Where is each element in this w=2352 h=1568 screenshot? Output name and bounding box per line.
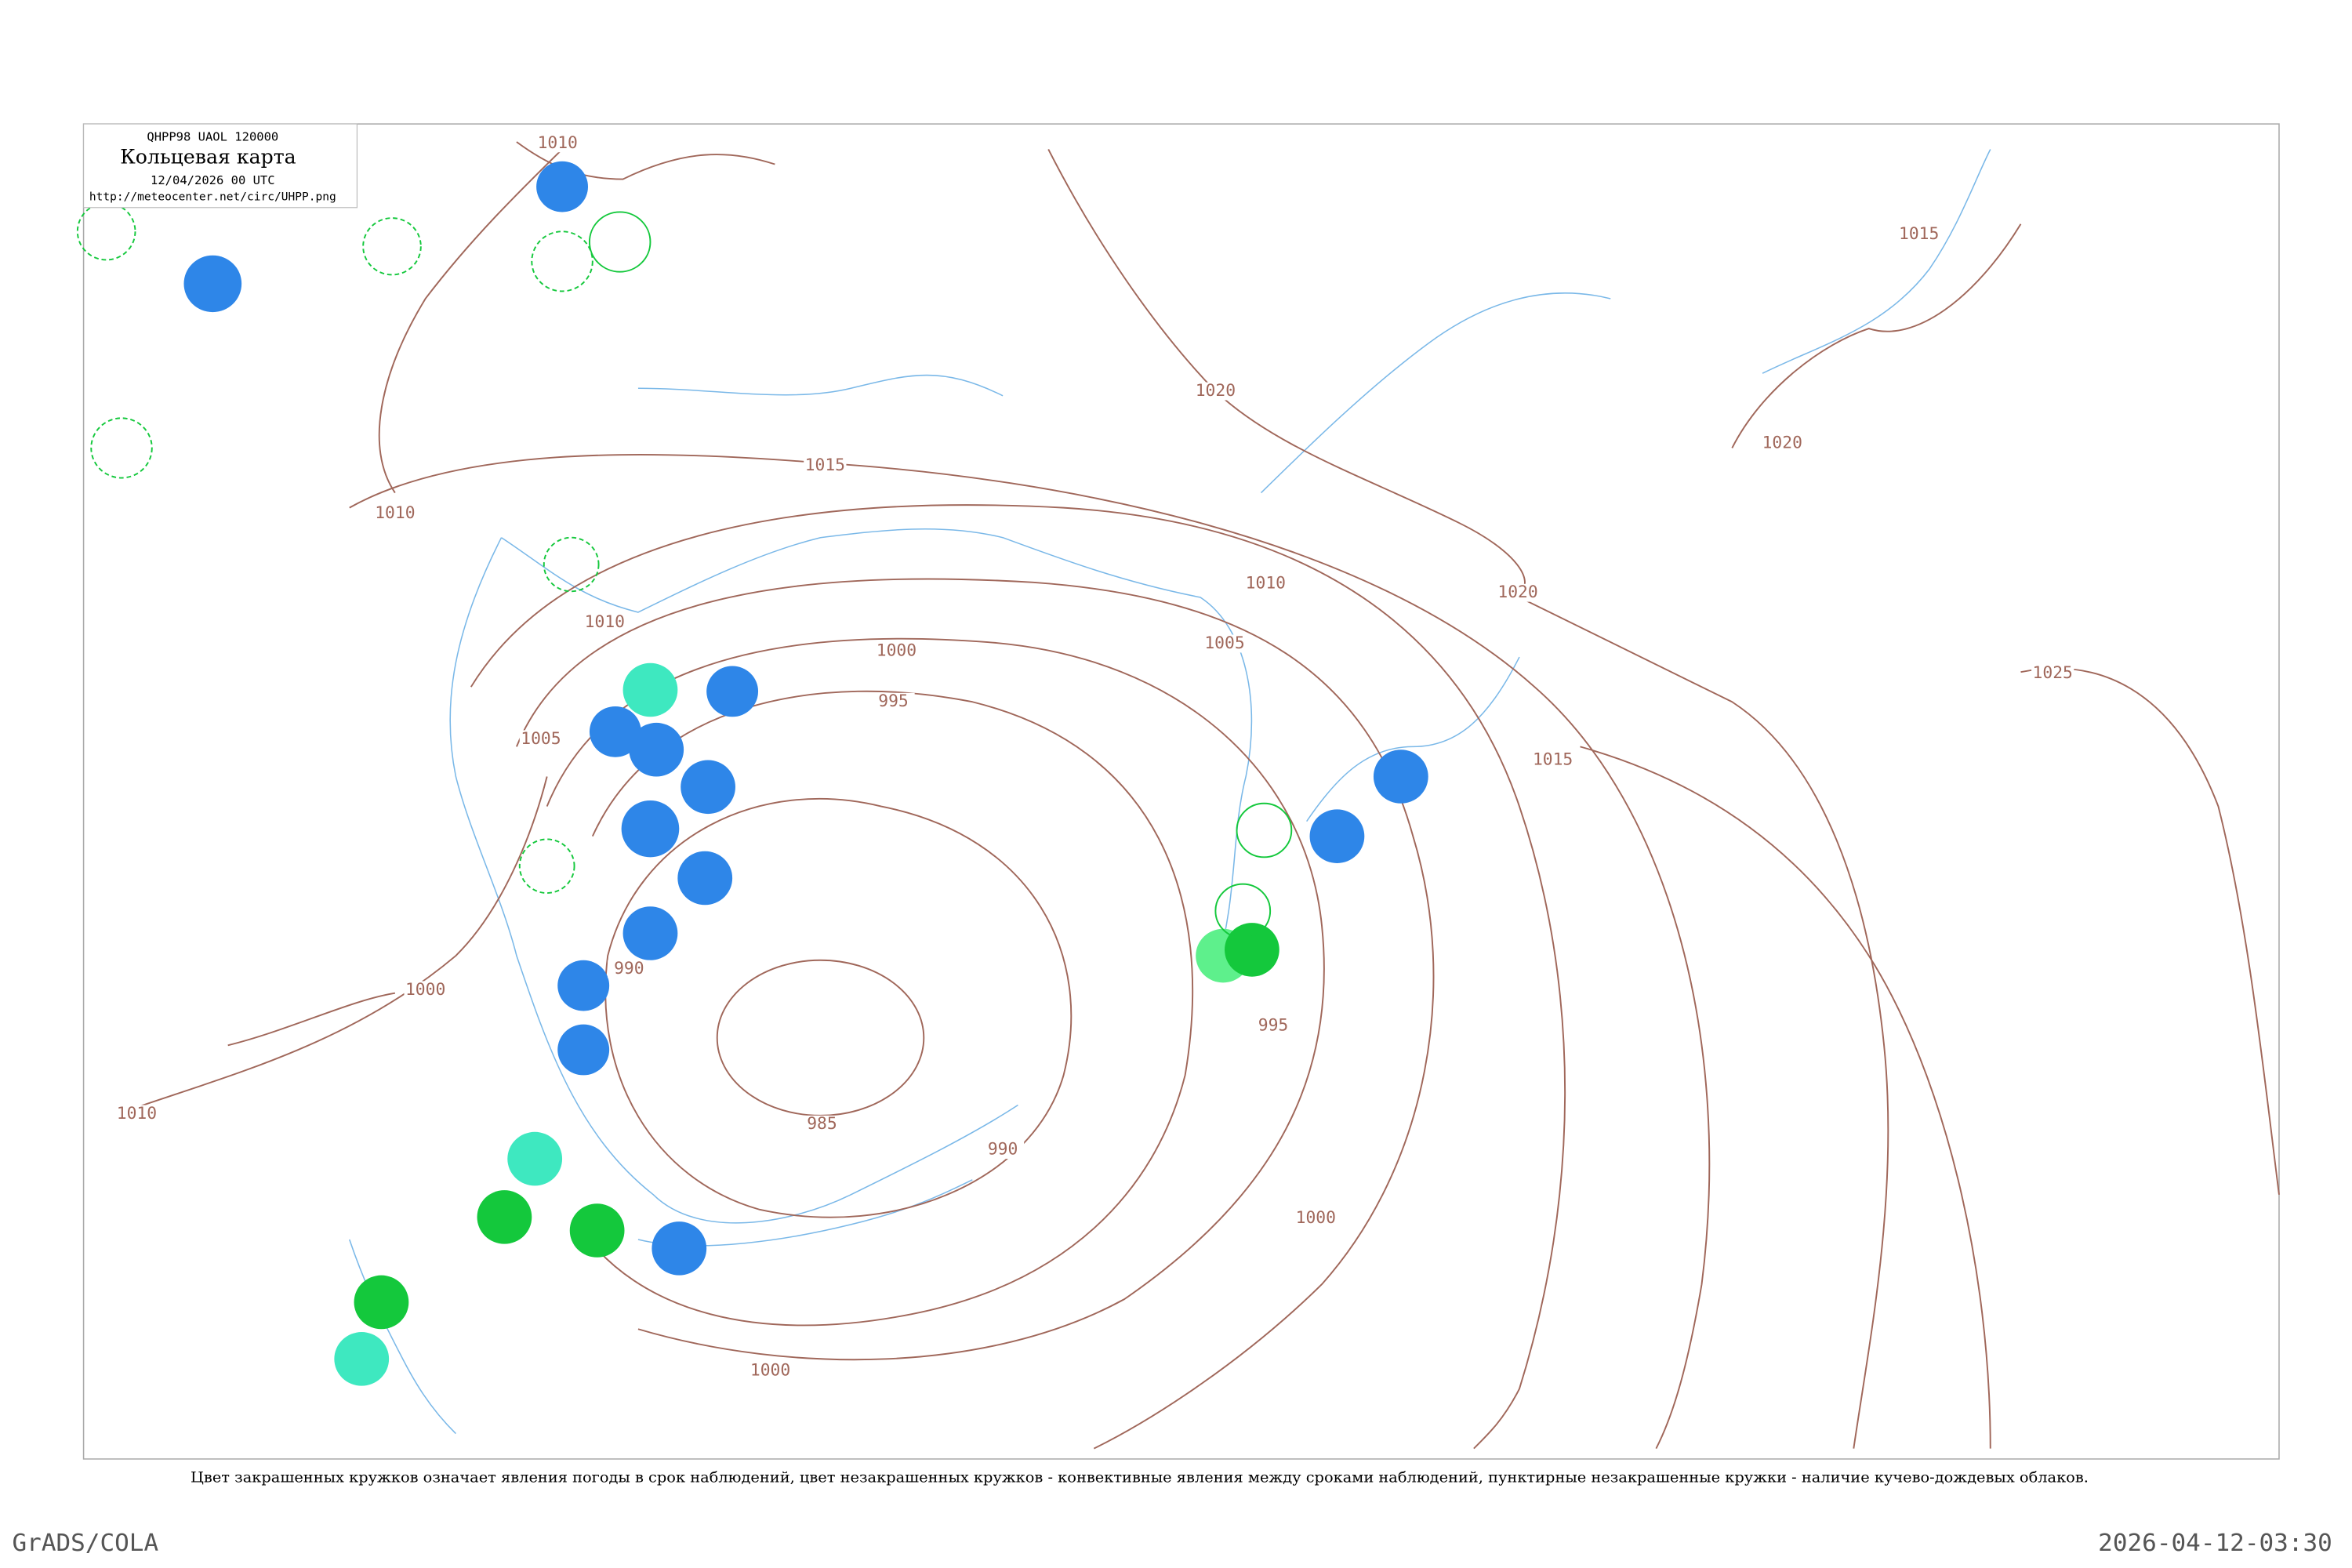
station-circles — [76, 161, 1428, 1386]
isobar-label-bg — [1761, 434, 1804, 453]
isobar-label: 1015 — [1899, 223, 1939, 243]
isobar-label-bg — [1531, 751, 1574, 769]
isobar-label: 990 — [614, 958, 644, 978]
isobar-label-bg — [875, 642, 918, 660]
isobar-label-bg — [2031, 664, 2074, 683]
isobar-label: 1025 — [2033, 662, 2073, 682]
header-time: 12/04/2026 00 UTC — [151, 173, 275, 187]
isobar-label: 1015 — [1533, 750, 1573, 769]
header-code: QHPP98 UAOL 120000 — [147, 130, 278, 144]
isobar-label: 1020 — [1196, 380, 1236, 400]
isobar-label: 1010 — [538, 132, 578, 152]
isobar-label-bg — [1897, 225, 1940, 244]
isobar-label: 985 — [807, 1113, 837, 1133]
coastlines — [349, 149, 1991, 1435]
isobar-label: 1000 — [877, 641, 916, 660]
header-box — [83, 123, 358, 209]
caption: Цвет закрашенных кружков означает явлени… — [191, 1468, 2089, 1486]
isobar-label-bg — [872, 692, 915, 711]
isobar-label-bg — [800, 1115, 844, 1134]
isobar-label-bg — [1244, 575, 1287, 593]
map-frame — [82, 123, 2280, 1460]
footer-right: 2026-04-12-03:30 — [2098, 1529, 2332, 1557]
header-url: http://meteocenter.net/circ/UHPP.png — [89, 191, 336, 203]
isobar-label: 1005 — [521, 728, 561, 748]
isobar-label-bg — [115, 1105, 158, 1123]
isobar-label-bg — [749, 1362, 792, 1380]
isobar-label: 1010 — [585, 612, 625, 631]
footer-left: GrADS/COLA — [13, 1529, 159, 1557]
isobar-label-bg — [804, 456, 847, 475]
isobar-label-bg — [608, 960, 651, 978]
isobar-label: 995 — [878, 691, 908, 710]
isobar-label-bg — [536, 134, 579, 153]
isobar-label: 995 — [1258, 1015, 1288, 1035]
isobar-label: 1000 — [405, 979, 445, 999]
isobar-label: 1020 — [1762, 433, 1802, 452]
isobar-label: 1010 — [375, 503, 415, 522]
isobar-label-bg — [1194, 382, 1237, 401]
isobar-label-bg — [1251, 1017, 1295, 1035]
isobar-label-bg — [519, 730, 563, 749]
isobar-label-bg — [1294, 1209, 1338, 1228]
isobar-label: 990 — [988, 1139, 1018, 1159]
isobar-label-bg — [373, 504, 417, 523]
isobar-label: 1010 — [1246, 573, 1286, 593]
isobar-label: 1015 — [805, 455, 845, 474]
isobar-label-bg — [981, 1141, 1025, 1160]
isobar-label: 1000 — [1296, 1207, 1336, 1227]
isobar-label-bg — [404, 981, 447, 1000]
isobar-label-bg — [1496, 583, 1540, 602]
isobar-label-bg — [583, 613, 626, 632]
isobar-labels: 1010 1015 1020 1020 1015 1010 1010 1010 1020 1005… — [115, 132, 2074, 1380]
isobar-label: 1005 — [1204, 633, 1244, 652]
isobar-label: 1000 — [750, 1360, 790, 1380]
header-title: Кольцевая карта — [120, 146, 296, 169]
isobar-label: 1020 — [1497, 582, 1537, 601]
isobar-label-bg — [1203, 634, 1247, 653]
isobar-label: 1010 — [117, 1103, 157, 1123]
